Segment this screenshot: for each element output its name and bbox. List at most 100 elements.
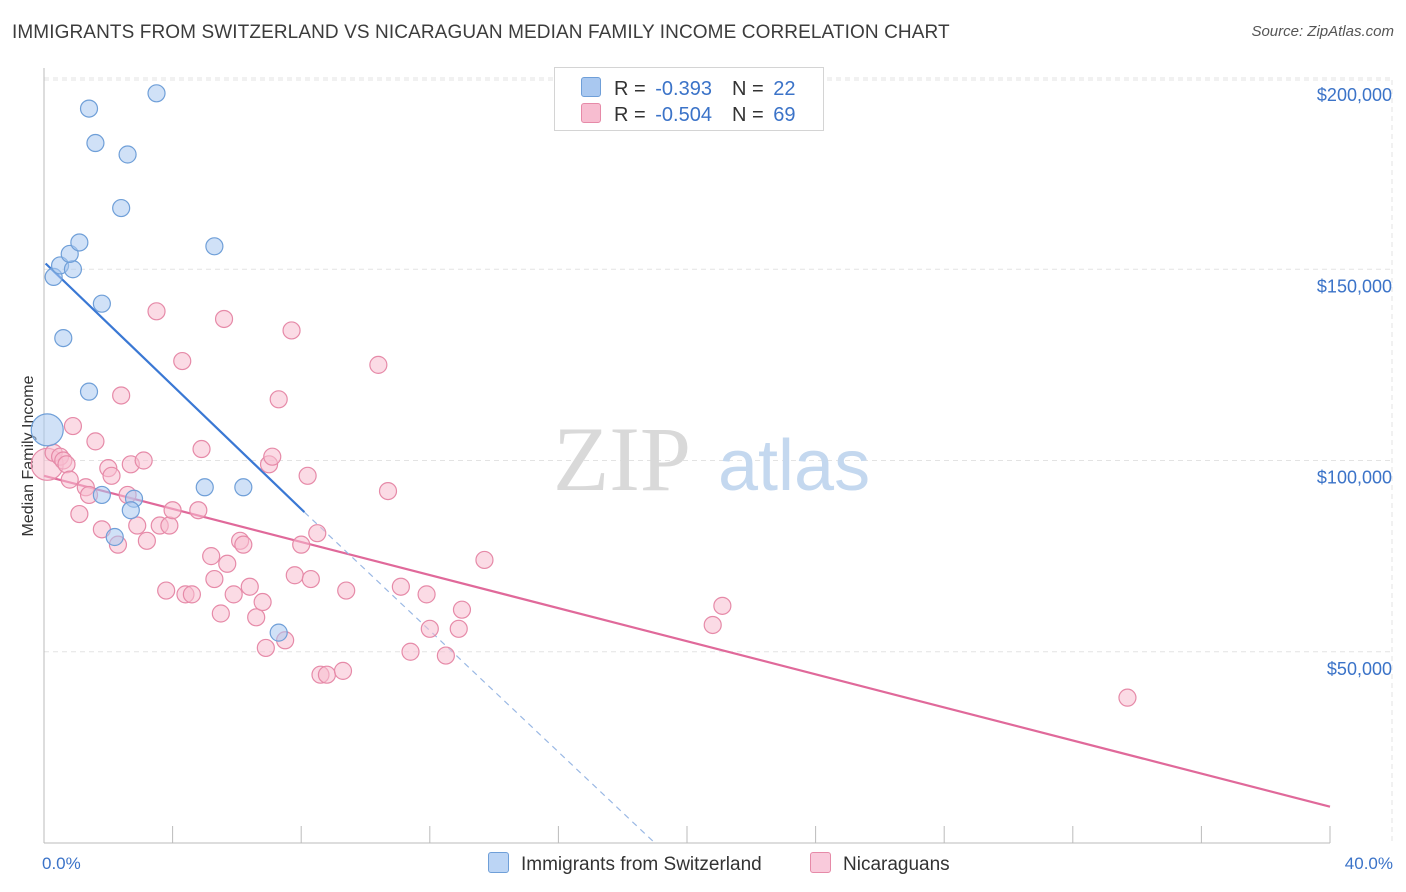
point-nicaraguans [234, 535, 253, 554]
watermark-atlas: atlas [718, 426, 870, 506]
bottom-legend-swatch-switzerland [488, 852, 509, 873]
point-nicaraguans [192, 439, 211, 459]
stats-legend: R = -0.393 N = 22 R = -0.504 N = 69 [554, 67, 824, 131]
legend-r-label: R = [614, 104, 652, 126]
legend-n-label: N = [731, 104, 770, 126]
trend-line-switzerland [44, 262, 306, 513]
point-switzerland [54, 329, 73, 348]
point-nicaraguans [417, 585, 436, 604]
bottom-legend-swatch-nicaraguans [810, 852, 831, 873]
point-nicaraguans [452, 600, 472, 619]
x-tick-label: 40.0% [1345, 854, 1393, 873]
legend-row-nicaraguans: R = -0.504 N = 69 [581, 103, 795, 127]
x-tick-label: 0.0% [42, 854, 81, 873]
watermark-zip: ZIP [553, 408, 691, 510]
point-nicaraguans [214, 309, 234, 329]
point-nicaraguans [57, 455, 76, 474]
point-switzerland [118, 145, 137, 164]
point-nicaraguans [182, 585, 201, 604]
point-nicaraguans [147, 302, 166, 321]
point-nicaraguans [401, 642, 420, 661]
legend-n-value: 22 [773, 78, 796, 100]
point-switzerland [195, 478, 214, 497]
chart-source: Source: ZipAtlas.com [1251, 23, 1394, 40]
legend-r-value: -0.504 [655, 104, 712, 126]
point-nicaraguans [301, 569, 320, 589]
point-nicaraguans [263, 447, 282, 466]
y-axis-label: Median Family Income [20, 375, 37, 536]
point-switzerland [234, 478, 253, 497]
legend-n-value: 69 [773, 104, 796, 126]
legend-row-switzerland: R = -0.393 N = 22 [581, 77, 795, 101]
point-nicaraguans [1118, 688, 1137, 707]
point-nicaraguans [298, 466, 317, 485]
point-switzerland [30, 413, 64, 447]
bottom-legend-label-nicaraguans: Nicaraguans [843, 854, 950, 875]
point-nicaraguans [253, 592, 272, 612]
point-nicaraguans [475, 550, 494, 570]
point-switzerland [79, 99, 99, 118]
point-nicaraguans [160, 516, 179, 535]
point-nicaraguans [282, 321, 301, 340]
point-switzerland [92, 294, 111, 313]
point-nicaraguans [112, 386, 131, 405]
point-nicaraguans [205, 569, 224, 589]
y-tick-label: $50,000 [1327, 659, 1392, 679]
point-switzerland [105, 527, 124, 547]
point-nicaraguans [369, 355, 388, 374]
y-tick-labels: $50,000 $100,000 $150,000 $200,000 [1317, 85, 1392, 679]
legend-r-label: R = [614, 78, 652, 100]
point-nicaraguans [285, 566, 304, 585]
point-nicaraguans [240, 577, 259, 596]
legend-swatch-nicaraguans [581, 103, 601, 123]
point-nicaraguans [102, 466, 121, 485]
point-nicaraguans [157, 581, 176, 600]
point-nicaraguans [449, 619, 468, 638]
y-tick-label: $150,000 [1317, 276, 1392, 296]
point-switzerland [92, 485, 111, 505]
point-switzerland [147, 84, 166, 103]
point-switzerland [121, 501, 140, 520]
point-nicaraguans [333, 661, 353, 680]
point-nicaraguans [436, 646, 455, 665]
watermark: ZIP atlas [553, 408, 870, 510]
point-nicaraguans [163, 501, 182, 520]
point-nicaraguans [211, 604, 230, 623]
legend-swatch-switzerland [581, 77, 601, 97]
point-nicaraguans [317, 665, 337, 684]
bottom-legend-label-switzerland: Immigrants from Switzerland [521, 854, 762, 875]
series-points [30, 84, 1137, 707]
chart-title: IMMIGRANTS FROM SWITZERLAND VS NICARAGUA… [12, 22, 950, 43]
trend-line-nicaraguans [43, 474, 1331, 808]
bottom-legend-nicaraguans: Nicaraguans [810, 852, 950, 876]
y-tick-label: $100,000 [1317, 468, 1392, 488]
bottom-legend-switzerland: Immigrants from Switzerland [488, 852, 762, 876]
point-nicaraguans [63, 416, 83, 436]
point-nicaraguans [134, 451, 153, 470]
point-nicaraguans [218, 554, 237, 573]
point-nicaraguans [308, 524, 327, 543]
trend-lines [43, 262, 1331, 844]
point-nicaraguans [256, 638, 275, 658]
y-tick-label: $200,000 [1317, 85, 1392, 105]
point-nicaraguans [173, 351, 192, 371]
point-nicaraguans [86, 432, 105, 451]
legend-r-value: -0.393 [655, 78, 712, 100]
point-nicaraguans [703, 615, 722, 635]
point-nicaraguans [70, 504, 89, 524]
point-nicaraguans [189, 501, 208, 520]
point-nicaraguans [713, 596, 732, 615]
point-switzerland [86, 133, 105, 153]
trend-line-switzerland-extension [304, 511, 656, 844]
point-switzerland [205, 237, 224, 256]
gridlines [44, 77, 1393, 843]
point-nicaraguans [378, 482, 398, 501]
point-switzerland [112, 198, 131, 218]
point-switzerland [63, 260, 83, 279]
point-nicaraguans [137, 531, 156, 550]
point-nicaraguans [269, 390, 288, 409]
point-nicaraguans [292, 535, 311, 554]
point-switzerland [79, 382, 99, 401]
point-nicaraguans [60, 470, 79, 489]
